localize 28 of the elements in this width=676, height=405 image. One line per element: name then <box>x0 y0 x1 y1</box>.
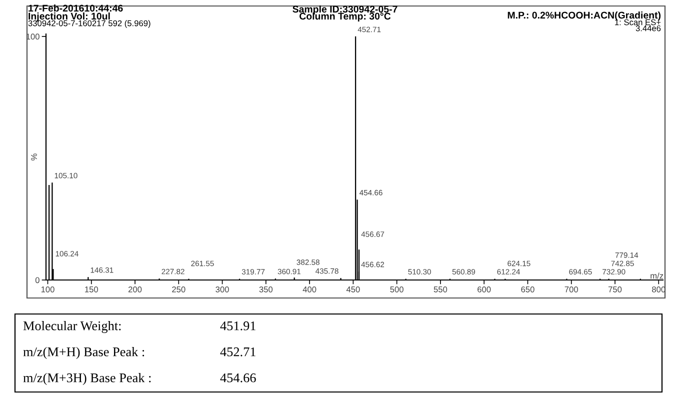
text: m/z(M+H) Base Peak : <box>23 347 144 359</box>
x-tick-label: 250 <box>172 286 186 292</box>
text: Column Temp: 30°C <box>300 12 391 22</box>
x-tick-label: 150 <box>85 286 98 292</box>
x-tick-label: 500 <box>390 286 404 292</box>
text: Molecular Weight: <box>23 321 121 333</box>
text: 454.66 <box>220 373 256 382</box>
x-tick-label: 450 <box>346 286 360 292</box>
x-tick-label: 650 <box>521 286 534 292</box>
x-tick-label: 350 <box>259 286 273 292</box>
text: 17-Feb-201610:44:46 <box>28 4 123 12</box>
text: 330942-05-7-160217 592 (5.969) <box>28 20 150 28</box>
x-tick-label: 200 <box>128 286 142 292</box>
x-tick-label: 100 <box>41 286 54 292</box>
text: 451.91 <box>220 321 256 330</box>
x-tick-label: 600 <box>478 286 491 292</box>
x-tick-label: 750 <box>608 286 622 292</box>
text: M.P.: 0.2%HCOOH:ACN(Gradient) <box>508 11 661 21</box>
text: 452.71 <box>220 347 256 356</box>
x-tick-label: 550 <box>434 286 448 292</box>
x-tick-label: 700 <box>564 286 578 292</box>
text: 3.44e6 <box>636 25 661 32</box>
x-axis-title: m/z <box>650 272 664 279</box>
text: m/z(M+3H) Base Peak : <box>23 373 151 385</box>
x-tick-label: 400 <box>302 286 316 292</box>
y-axis-title: % <box>31 154 37 160</box>
y-tick-label: 0 <box>35 277 40 284</box>
x-tick-label: 300 <box>216 286 229 292</box>
